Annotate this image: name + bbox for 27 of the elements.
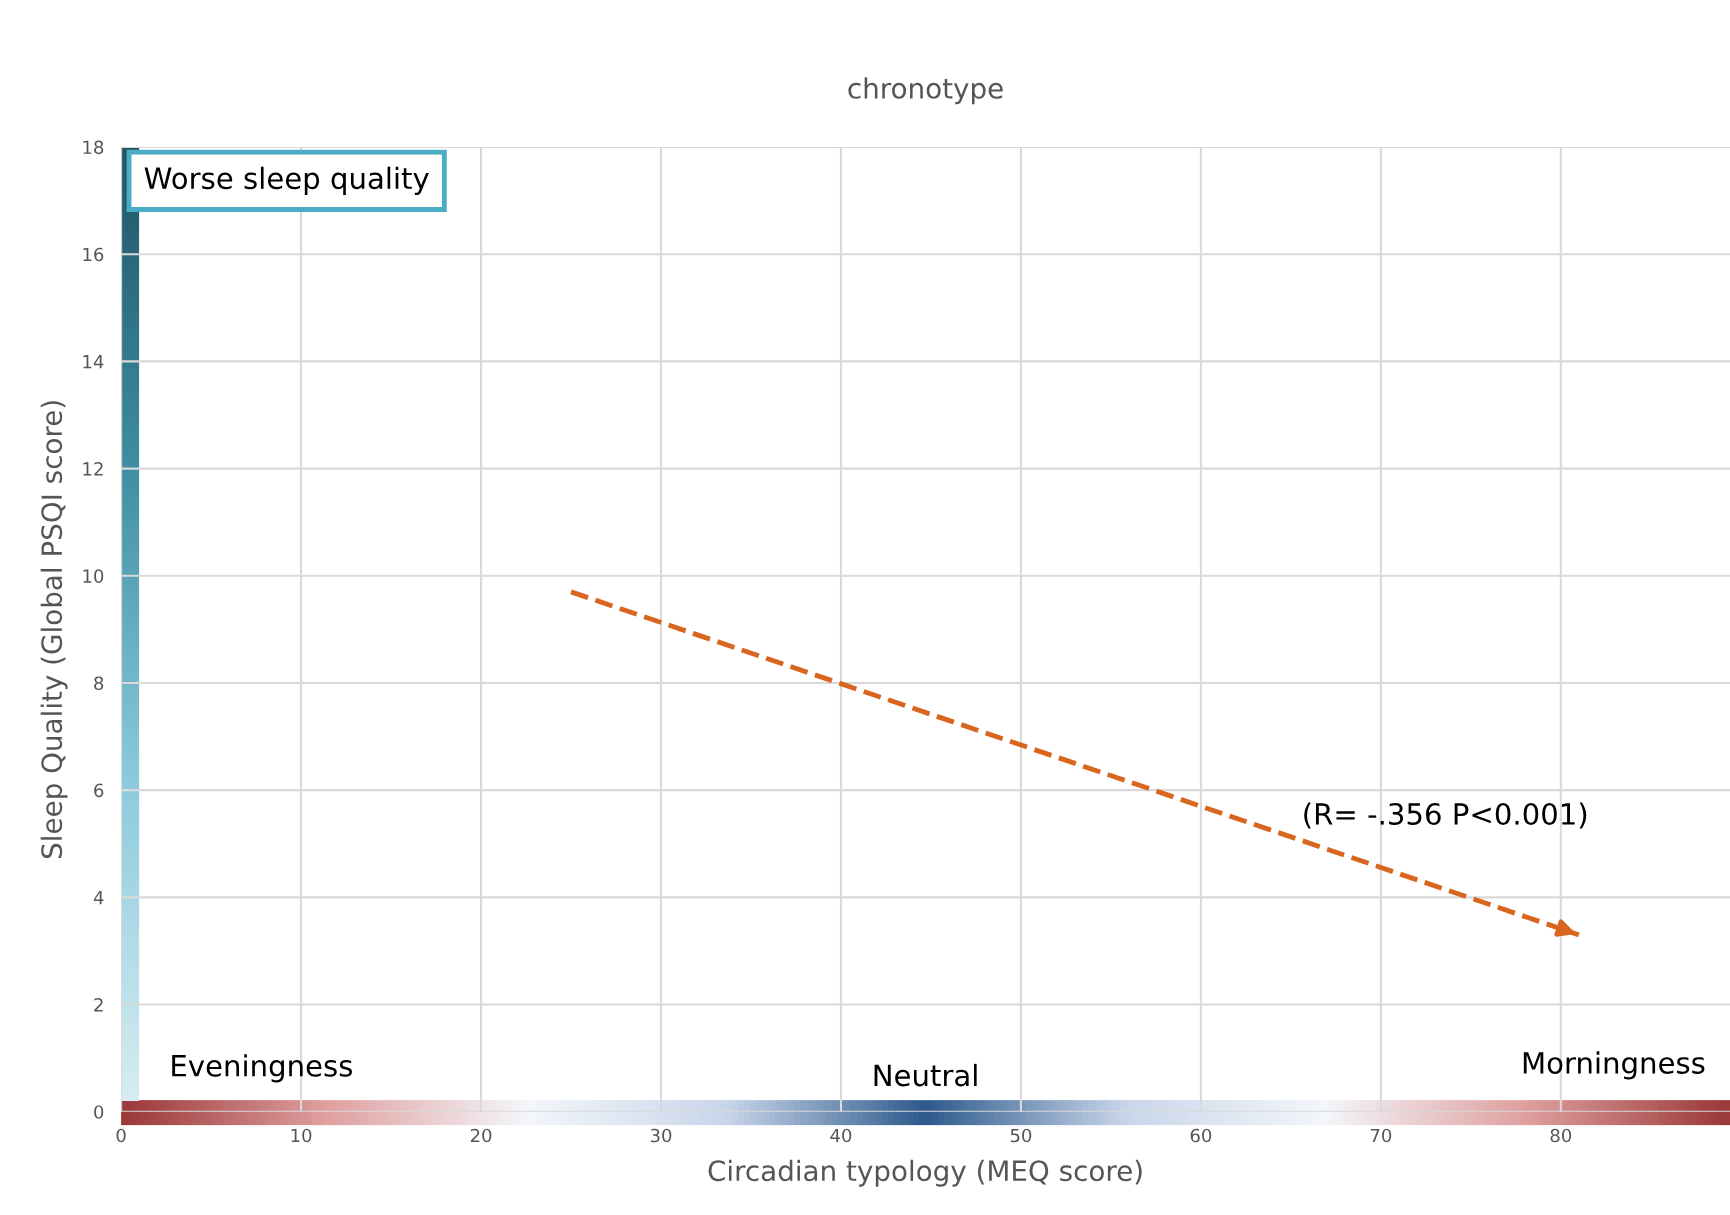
y-tick-label: 8 <box>94 676 104 691</box>
annotation: Morningness <box>1523 1051 1705 1080</box>
x-tick-label: 0 <box>116 1128 126 1143</box>
chart-title: chronotype <box>848 77 1003 105</box>
y-tick-label: 4 <box>93 891 104 905</box>
y-tick-label: 12 <box>83 462 103 476</box>
y-tick-label: 14 <box>83 355 104 369</box>
x-tick-label: 50 <box>1010 1128 1032 1143</box>
annotation: (R= -.356 P<0.001) <box>1304 802 1587 829</box>
x-tick-label: 80 <box>1550 1128 1572 1143</box>
annotation: Neutral <box>874 1063 977 1087</box>
annotation: Eveningness <box>172 1054 352 1083</box>
y-tick-label: 18 <box>83 140 104 155</box>
x-tick-label: 30 <box>650 1128 672 1143</box>
x-tick-label: 60 <box>1190 1128 1212 1143</box>
x-tick-label: 20 <box>470 1128 492 1143</box>
y-tick-label: 16 <box>83 247 104 262</box>
annotation: Worse sleep quality <box>144 166 429 195</box>
y-tick-label: 10 <box>83 569 104 583</box>
y-tick-label: 0 <box>94 1105 104 1119</box>
x-tick-label: 40 <box>830 1128 852 1143</box>
x-axis-title: Circadian typology (MEQ score) <box>708 1159 1142 1187</box>
y-tick-label: 2 <box>94 997 103 1012</box>
y-tick-label: 6 <box>94 783 104 798</box>
x-tick-label: 10 <box>291 1128 312 1143</box>
y-axis-title: Sleep Quality (Global PSQI score) <box>40 401 68 859</box>
x-tick-label: 70 <box>1370 1128 1392 1143</box>
